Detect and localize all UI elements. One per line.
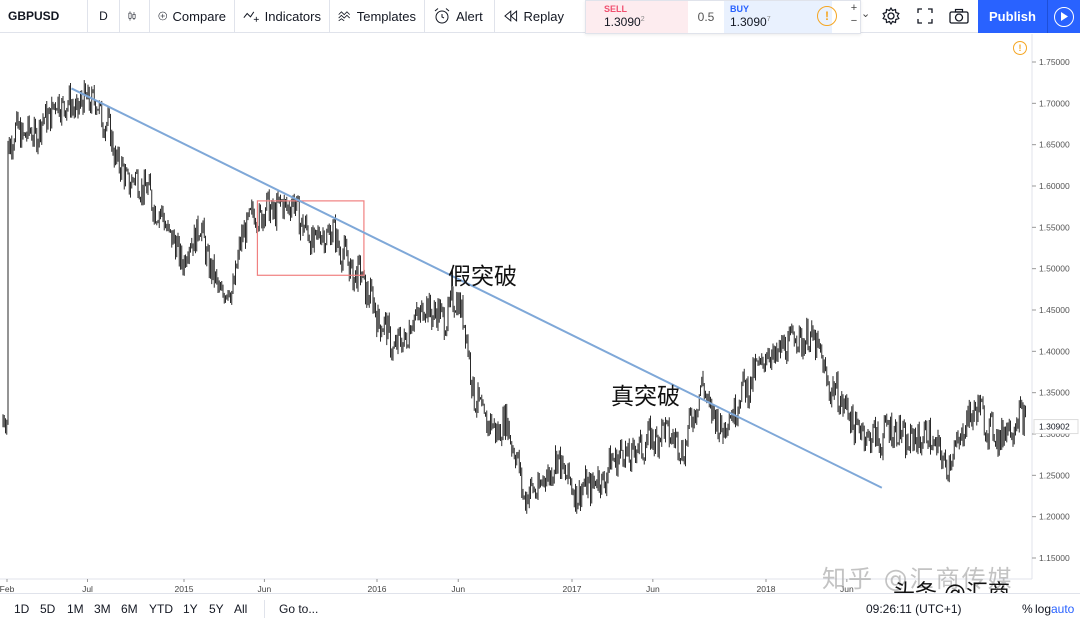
symbol-search[interactable]: GBPUSD xyxy=(0,0,88,33)
x-tick-label: 2015 xyxy=(175,584,194,592)
quantity-stepper[interactable]: + − xyxy=(846,2,862,30)
buy-price-pip: 7 xyxy=(766,16,771,23)
x-tick-label: Jun xyxy=(451,584,465,592)
y-tick-label: 1.65000 xyxy=(1039,140,1070,150)
indicators-button[interactable]: Indicators xyxy=(235,0,330,33)
y-tick-label: 1.35000 xyxy=(1039,388,1070,398)
false-breakout-label: 假突破 xyxy=(448,264,517,290)
y-tick-label: 1.45000 xyxy=(1039,305,1070,315)
trendline xyxy=(71,87,883,489)
x-tick-label: 2016 xyxy=(368,584,387,592)
qty-minus[interactable]: − xyxy=(850,15,858,27)
range-1m[interactable]: 1M xyxy=(67,602,84,616)
y-tick-label: 1.15000 xyxy=(1039,553,1070,563)
candles-icon xyxy=(128,11,136,21)
bottom-toolbar: 1D 5D 1M 3M 6M YTD 1Y 5Y All Go to... 09… xyxy=(0,593,1080,623)
highlight-box xyxy=(256,200,365,276)
top-toolbar: GBPUSD D Compare Indicators Templates Al… xyxy=(0,0,1080,33)
replay-button[interactable]: Replay xyxy=(495,0,572,33)
separator xyxy=(264,600,265,618)
range-5y[interactable]: 5Y xyxy=(209,602,224,616)
interval-label: D xyxy=(99,9,108,23)
interval-button[interactable]: D xyxy=(88,0,120,33)
range-all[interactable]: All xyxy=(234,602,248,616)
sell-price-pip: 2 xyxy=(640,16,645,23)
indicators-label: Indicators xyxy=(264,8,321,24)
replay-label: Replay xyxy=(523,8,564,24)
templates-button[interactable]: Templates xyxy=(330,0,425,33)
alert-label: Alert xyxy=(456,8,483,24)
y-tick-label: 1.70000 xyxy=(1039,98,1070,108)
alarm-clock-icon xyxy=(434,8,450,24)
bar-style-button[interactable] xyxy=(120,0,150,33)
alert-button[interactable]: Alert xyxy=(425,0,495,33)
range-1y[interactable]: 1Y xyxy=(183,602,198,616)
last-price-label: 1.30902 xyxy=(1039,422,1070,432)
x-tick-label: 2017 xyxy=(563,584,582,592)
x-tick-label: Jun xyxy=(840,584,854,592)
true-breakout-label: 真突破 xyxy=(611,384,680,410)
buy-price: 1.30907 xyxy=(730,15,832,29)
y-tick-label: 1.40000 xyxy=(1039,346,1070,356)
buy-price-value: 1.3090 xyxy=(730,15,767,29)
chevron-down-icon[interactable]: ⌄ xyxy=(861,8,871,20)
symbol-label: GBPUSD xyxy=(8,9,60,23)
fullscreen-icon xyxy=(917,8,933,24)
sell-price-value: 1.3090 xyxy=(604,15,641,29)
settings-button[interactable] xyxy=(880,5,902,27)
y-tick-label: 1.50000 xyxy=(1039,264,1070,274)
range-ytd[interactable]: YTD xyxy=(149,602,173,616)
sell-price: 1.30902 xyxy=(604,15,688,29)
price-scale-warning-icon[interactable]: ! xyxy=(1013,41,1027,55)
camera-icon xyxy=(949,8,969,24)
x-tick-label: 2018 xyxy=(757,584,776,592)
stream-button[interactable] xyxy=(1047,0,1080,33)
x-tick-label: Feb xyxy=(0,584,15,592)
buy-button[interactable]: BUY 1.30907 xyxy=(724,1,832,33)
clock-timezone[interactable]: 09:26:11 (UTC+1) xyxy=(866,602,962,616)
rewind-icon xyxy=(504,10,518,22)
templates-icon xyxy=(338,11,350,22)
y-tick-label: 1.60000 xyxy=(1039,181,1070,191)
sell-button[interactable]: SELL 1.30902 xyxy=(586,1,688,33)
trading-panel: SELL 1.30902 0.5 BUY 1.30907 xyxy=(585,0,861,34)
fullscreen-button[interactable] xyxy=(914,5,936,27)
plus-circle-icon xyxy=(158,11,168,21)
y-tick-label: 1.20000 xyxy=(1039,512,1070,522)
play-icon xyxy=(1054,6,1074,27)
snapshot-button[interactable] xyxy=(948,5,970,27)
auto-toggle[interactable]: auto xyxy=(1051,602,1075,616)
compare-button[interactable]: Compare xyxy=(150,0,235,33)
publish-button[interactable]: Publish xyxy=(978,0,1047,33)
templates-label: Templates xyxy=(356,8,416,24)
watermark-text: 知乎 @汇商传媒 xyxy=(822,565,1014,593)
range-1d[interactable]: 1D xyxy=(14,602,30,616)
log-toggle[interactable]: log xyxy=(1035,602,1052,616)
percent-toggle[interactable]: % xyxy=(1022,602,1033,616)
indicators-icon xyxy=(243,11,259,22)
range-6m[interactable]: 6M xyxy=(121,602,138,616)
y-tick-label: 1.75000 xyxy=(1039,57,1070,67)
x-tick-label: Jul xyxy=(82,584,93,592)
qty-plus[interactable]: + xyxy=(850,2,858,14)
warning-icon[interactable]: ! xyxy=(817,6,837,26)
gear-icon xyxy=(882,6,900,26)
buy-label: BUY xyxy=(730,4,750,14)
range-3m[interactable]: 3M xyxy=(94,602,111,616)
spread-value: 0.5 xyxy=(688,1,724,33)
y-tick-label: 1.55000 xyxy=(1039,222,1070,232)
price-chart[interactable]: 1.75000 1.70000 1.65000 1.60000 1.55000 1.500… xyxy=(0,34,1080,592)
range-5d[interactable]: 5D xyxy=(40,602,56,616)
x-tick-label: Jun xyxy=(646,584,660,592)
sell-label: SELL xyxy=(604,4,628,14)
x-tick-label: Jun xyxy=(258,584,272,592)
last-price-box xyxy=(1033,419,1079,435)
compare-label: Compare xyxy=(172,8,226,24)
go-to-button[interactable]: Go to... xyxy=(279,602,319,616)
y-tick-label: 1.25000 xyxy=(1039,470,1070,480)
